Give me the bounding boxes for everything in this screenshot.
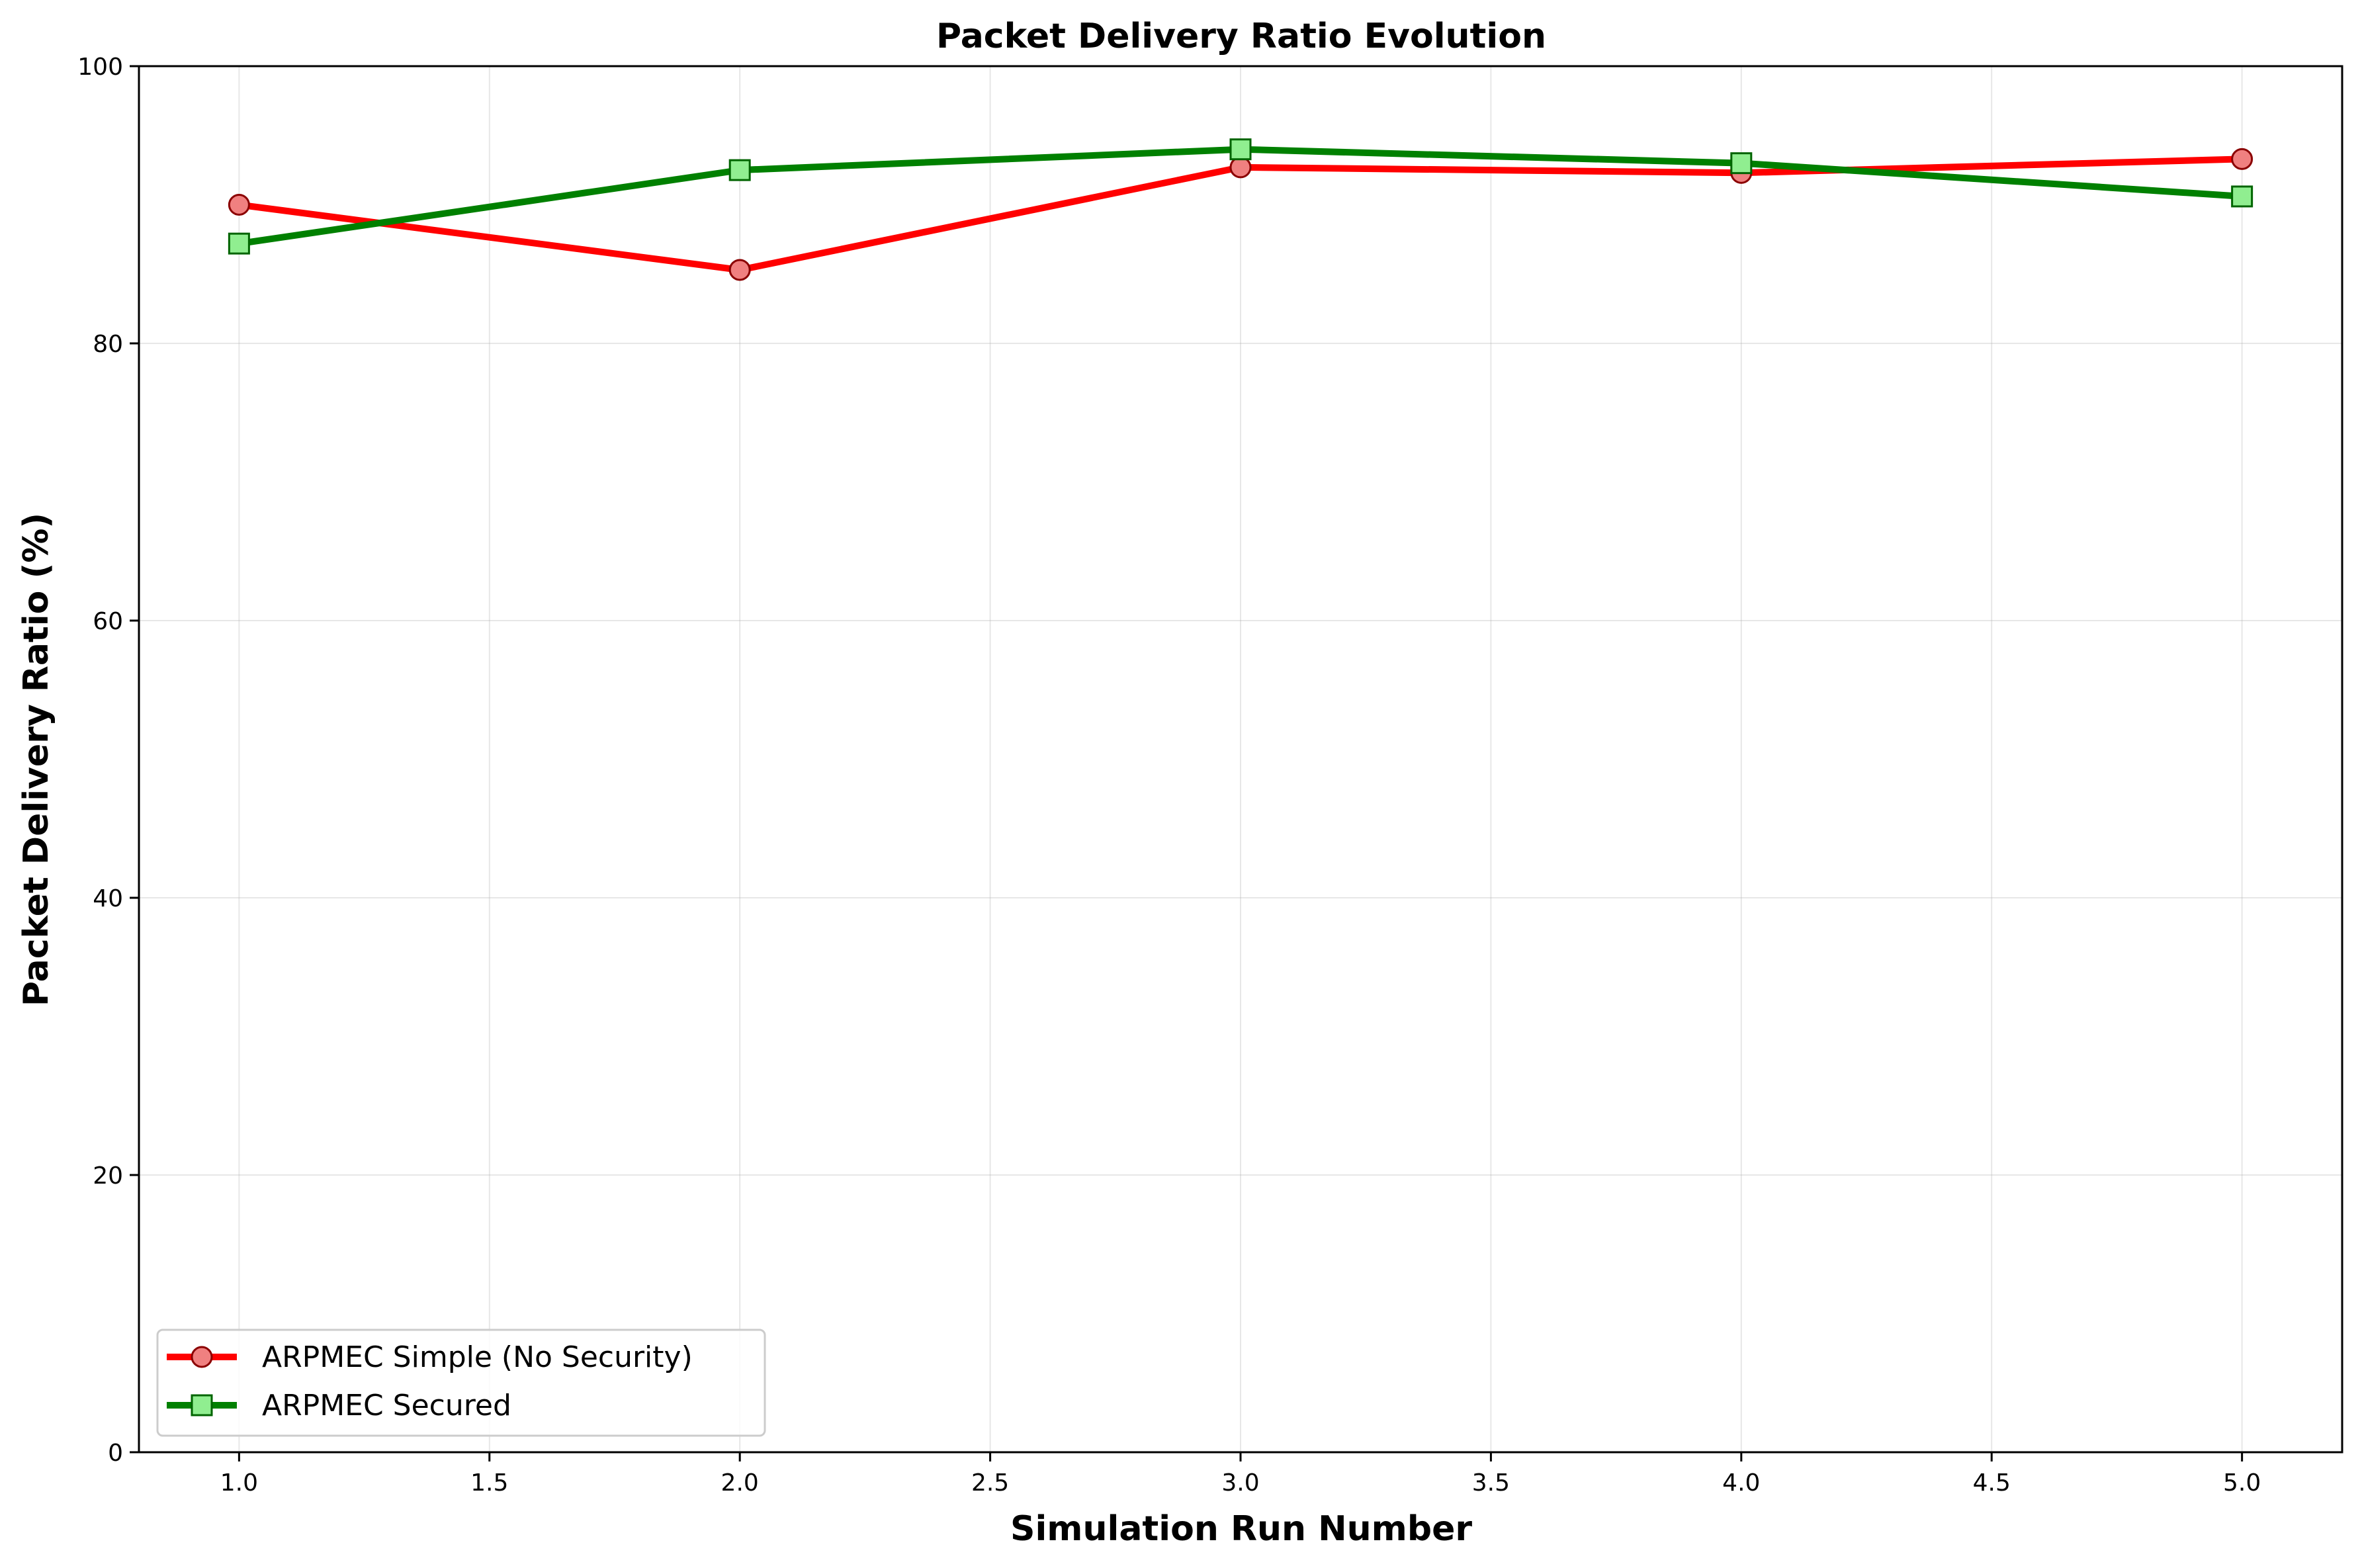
legend-marker-secured [191, 1394, 213, 1416]
legend-box [156, 1328, 766, 1437]
y-tick-label: 40 [93, 885, 123, 912]
data-point [728, 159, 751, 181]
data-point [1229, 156, 1252, 179]
chart-title: Packet Delivery Ratio Evolution [936, 17, 1546, 56]
x-axis-label: Simulation Run Number [1010, 1509, 1472, 1549]
legend: ARPMEC Simple (No Security) ARPMEC Secur… [156, 1328, 766, 1437]
data-point [2231, 185, 2253, 208]
y-tick-label: 100 [77, 54, 123, 81]
y-tick-label: 20 [93, 1162, 123, 1190]
data-point [1229, 138, 1252, 161]
x-tick-label: 2.5 [971, 1469, 1009, 1497]
y-tick-label: 80 [93, 331, 123, 358]
legend-label-simple: ARPMEC Simple (No Security) [262, 1340, 693, 1374]
x-tick-label: 4.5 [1973, 1469, 2011, 1497]
data-point [728, 259, 751, 281]
x-tick-label: 4.0 [1722, 1469, 1760, 1497]
x-tick-label: 3.0 [1221, 1469, 1259, 1497]
y-tick-label: 0 [108, 1440, 123, 1467]
legend-label-secured: ARPMEC Secured [262, 1389, 511, 1422]
y-axis-label: Packet Delivery Ratio (%) [17, 513, 56, 1006]
series-0 [228, 148, 2253, 281]
y-tick-label: 60 [93, 608, 123, 635]
x-tick-label: 5.0 [2223, 1469, 2261, 1497]
x-tick-label: 1.5 [470, 1469, 508, 1497]
grid [139, 65, 2342, 1453]
x-tick-label: 1.0 [220, 1469, 258, 1497]
ticks: 1.0 1.5 2.0 2.5 3.0 3.5 4.0 4.5 5.0 0 20 40 60 80 100 [77, 54, 2261, 1497]
series-1 [228, 138, 2253, 255]
data-point [228, 194, 250, 216]
x-tick-label: 3.5 [1472, 1469, 1510, 1497]
legend-marker-simple [191, 1346, 213, 1368]
data-point [228, 232, 250, 255]
x-tick-label: 2.0 [721, 1469, 759, 1497]
data-point [2231, 148, 2253, 170]
data-point [1730, 152, 1753, 175]
series-layer [228, 138, 2253, 281]
